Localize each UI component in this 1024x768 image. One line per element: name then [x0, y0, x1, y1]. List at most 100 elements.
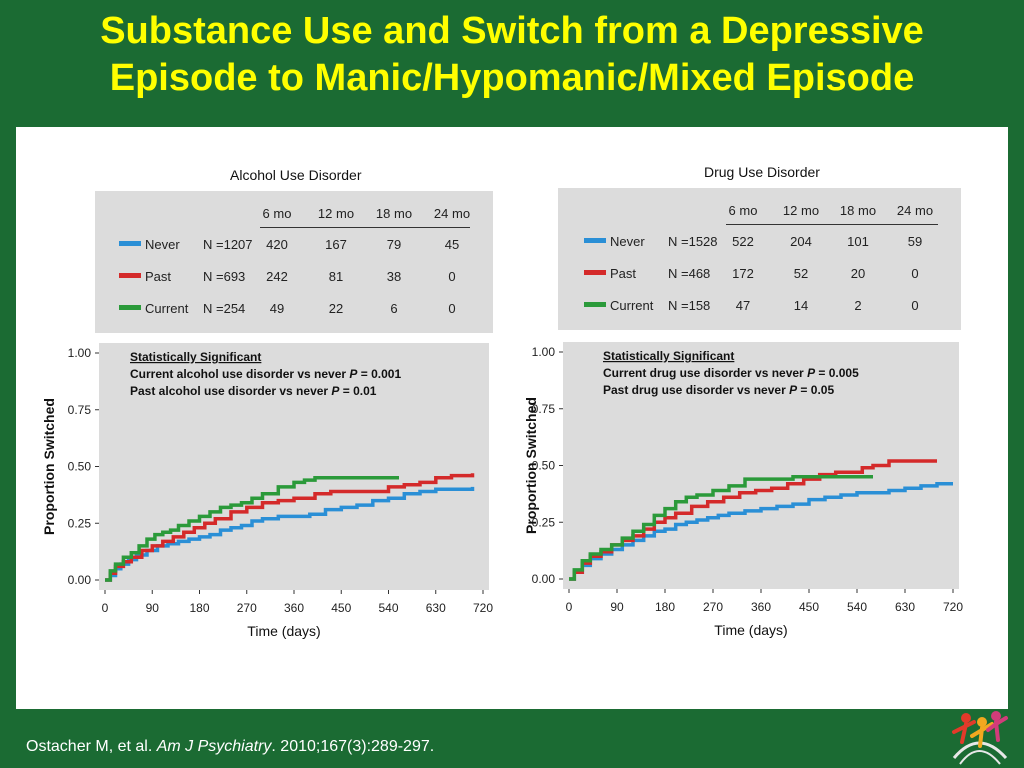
drug-past-12mo: 52: [793, 266, 809, 281]
current-legend-swatch: [584, 302, 606, 307]
drug-past-18mo: 20: [850, 266, 866, 281]
drug-y-axis-label: Proportion Switched: [523, 397, 539, 534]
drug-row-past-n: N =468: [668, 266, 711, 281]
drug-past-6mo: 172: [732, 266, 754, 281]
alcohol-table-header-12mo: 12 mo: [317, 206, 355, 221]
drug-table-header-12mo: 12 mo: [782, 203, 820, 218]
drug-ytick-label: 0.00: [532, 572, 556, 586]
drug-xtick-label: 0: [566, 600, 573, 614]
alcohol-xtick-label: 270: [237, 601, 257, 615]
citation-journal: Am J Psychiatry: [156, 738, 272, 755]
alcohol-plot-area: [99, 343, 489, 590]
current-legend-swatch: [119, 305, 141, 310]
drug-never-18mo: 101: [847, 234, 869, 249]
alcohol-xtick-label: 540: [378, 601, 398, 615]
drug-row-never-label: Never: [610, 234, 645, 249]
alcohol-annotation-line-2: Past alcohol use disorder vs never P = 0…: [130, 384, 377, 398]
alcohol-ytick-label: 0.50: [68, 460, 92, 474]
slide-title-line2: Episode to Manic/Hypomanic/Mixed Episode: [109, 57, 915, 99]
alcohol-series-current-line: [105, 476, 399, 582]
alcohol-xtick-label: 630: [426, 601, 446, 615]
never-legend-swatch: [584, 238, 606, 243]
alcohol-km-chart: 0.00 0.25 0.50 0.75 1.00 0 90 180 270 360 450 540 63…: [41, 343, 493, 639]
organization-logo: [952, 711, 1008, 765]
alcohol-annotation-heading: Statistically Significant: [130, 350, 261, 364]
drug-xtick-label: 360: [751, 600, 771, 614]
alcohol-ytick-label: 0.75: [68, 403, 92, 417]
alcohol-y-axis-label: Proportion Switched: [41, 398, 57, 535]
drug-ytick-label: 0.25: [532, 515, 556, 529]
slide-title-line1: Substance Use and Switch from a Depressi…: [100, 10, 924, 52]
drug-series-past-line: [569, 459, 937, 581]
alcohol-table-header-rule: [260, 227, 470, 228]
alcohol-series-past-line: [105, 473, 475, 582]
alcohol-xtick-label: 360: [284, 601, 304, 615]
alcohol-xtick-label: 450: [331, 601, 351, 615]
alcohol-row-past-n: N =693: [203, 269, 246, 284]
alcohol-table-header-18mo: 18 mo: [375, 206, 413, 221]
drug-table-header-24mo: 24 mo: [896, 203, 934, 218]
drug-current-18mo: 2: [854, 298, 862, 313]
alcohol-risk-table: 6 mo 12 mo 18 mo 24 mo Never N =1207 420…: [95, 191, 493, 333]
drug-row-past-label: Past: [610, 266, 637, 281]
drug-current-12mo: 14: [793, 298, 809, 313]
alcohol-row-current-label: Current: [145, 301, 189, 316]
alcohol-xtick-label: 90: [146, 601, 160, 615]
alcohol-ytick-label: 0.00: [68, 573, 92, 587]
chart-title-alcohol: Alcohol Use Disorder: [230, 167, 362, 183]
alcohol-table-header-24mo: 24 mo: [433, 206, 471, 221]
alcohol-never-18mo: 79: [386, 237, 402, 252]
drug-row-current-label: Current: [610, 298, 654, 313]
drug-never-24mo: 59: [907, 234, 923, 249]
drug-ytick-label: 0.50: [532, 459, 556, 473]
alcohol-annotation-line-1: Current alcohol use disorder vs never P …: [130, 367, 401, 381]
alcohol-current-12mo: 22: [328, 301, 344, 316]
alcohol-row-never-n: N =1207: [203, 237, 253, 252]
drug-never-6mo: 522: [732, 234, 754, 249]
citation-details: . 2010;167(3):289-297.: [271, 738, 435, 755]
alcohol-never-6mo: 420: [266, 237, 288, 252]
alcohol-xtick-label: 180: [189, 601, 209, 615]
drug-annotation-heading: Statistically Significant: [603, 349, 734, 363]
alcohol-row-past-label: Past: [145, 269, 172, 284]
alcohol-current-18mo: 6: [390, 301, 398, 316]
alcohol-past-18mo: 38: [386, 269, 402, 284]
drug-xtick-label: 90: [610, 600, 624, 614]
drug-xtick-label: 450: [799, 600, 819, 614]
alcohol-never-12mo: 167: [325, 237, 347, 252]
drug-xtick-label: 540: [847, 600, 867, 614]
drug-past-24mo: 0: [911, 266, 919, 281]
drug-xtick-label: 720: [943, 600, 963, 614]
past-legend-swatch: [119, 273, 141, 278]
alcohol-current-24mo: 0: [448, 301, 456, 316]
drug-table-header-6mo: 6 mo: [728, 203, 758, 218]
drug-current-24mo: 0: [911, 298, 919, 313]
never-legend-swatch: [119, 241, 141, 246]
drug-table-header-rule: [726, 224, 938, 225]
alcohol-xtick-label: 720: [473, 601, 493, 615]
drug-ytick-label: 1.00: [532, 345, 556, 359]
drug-ytick-label: 0.75: [532, 402, 556, 416]
drug-row-current-n: N =158: [668, 298, 711, 313]
slide-title: Substance Use and Switch from a Depressi…: [0, 8, 1024, 102]
citation: Ostacher M, et al. Am J Psychiatry. 2010…: [26, 738, 434, 756]
drug-current-6mo: 47: [735, 298, 751, 313]
drug-row-never-n: N =1528: [668, 234, 718, 249]
drug-plot-area: [563, 342, 959, 589]
alcohol-past-6mo: 242: [266, 269, 288, 284]
drug-series-current-line: [569, 475, 873, 581]
drug-annotation-line-1: Current drug use disorder vs never P = 0…: [603, 366, 859, 380]
alcohol-current-6mo: 49: [269, 301, 285, 316]
drug-risk-table: 6 mo 12 mo 18 mo 24 mo Never N =1528 522…: [558, 188, 961, 330]
past-legend-swatch: [584, 270, 606, 275]
alcohol-xtick-label: 0: [102, 601, 109, 615]
drug-xtick-label: 270: [703, 600, 723, 614]
alcohol-row-never-label: Never: [145, 237, 180, 252]
drug-never-12mo: 204: [790, 234, 812, 249]
drug-x-axis-label: Time (days): [714, 622, 787, 638]
alcohol-never-24mo: 45: [444, 237, 460, 252]
drug-table-header-18mo: 18 mo: [839, 203, 877, 218]
alcohol-ytick-label: 0.25: [68, 516, 92, 530]
alcohol-table-header-6mo: 6 mo: [262, 206, 292, 221]
alcohol-past-24mo: 0: [448, 269, 456, 284]
